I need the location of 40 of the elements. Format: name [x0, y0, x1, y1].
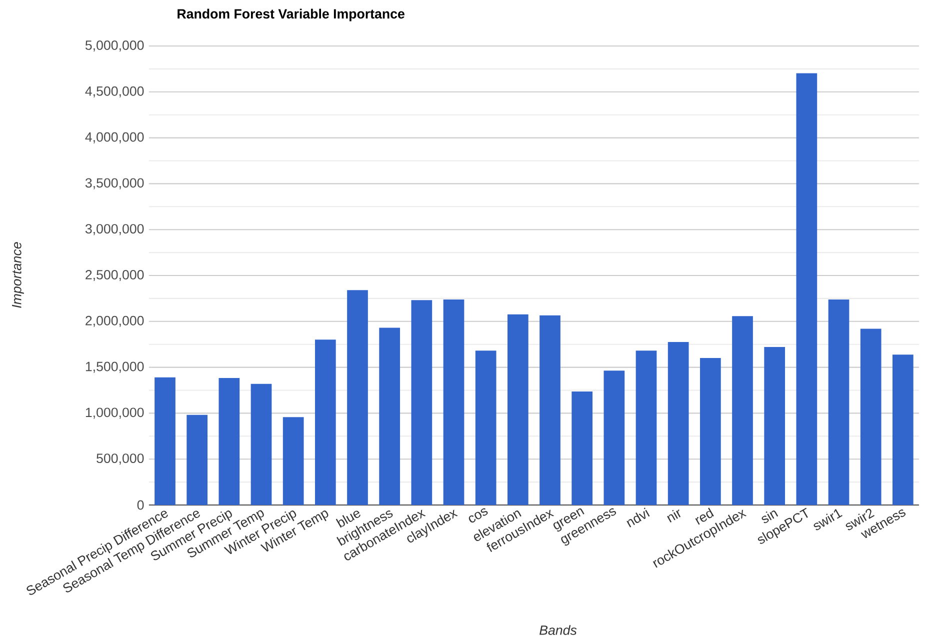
bar [154, 377, 176, 505]
x-axis-title: Bands [540, 625, 577, 635]
chart-title: Random Forest Variable Importance [178, 8, 404, 22]
y-tick-label: 0 [137, 500, 144, 510]
x-tick-label: swir1 [814, 509, 842, 530]
y-tick-label: 3,000,000 [85, 224, 144, 236]
bar [764, 347, 786, 505]
bar [507, 314, 528, 505]
bar [796, 73, 818, 505]
bar [636, 350, 657, 505]
bar [700, 358, 721, 505]
bar [347, 290, 368, 505]
bar [540, 315, 560, 505]
bar [860, 328, 882, 505]
bar [314, 340, 336, 505]
y-tick-label: 2,500,000 [86, 270, 144, 282]
bar [218, 378, 240, 505]
bar [379, 328, 400, 505]
bar [250, 384, 272, 505]
x-tick-label: ndvi [626, 508, 650, 528]
y-tick-label: 2,000,000 [86, 316, 144, 327]
bar [604, 370, 625, 505]
bar [186, 414, 208, 505]
y-tick-label: 1,500,000 [86, 362, 144, 373]
bar [282, 417, 304, 505]
y-tick-label: 1,000,000 [86, 408, 144, 419]
bar [572, 392, 593, 505]
bar [475, 350, 496, 505]
bar [668, 342, 689, 505]
y-tick-label: 500,000 [96, 454, 144, 465]
y-axis-title: Importance [12, 242, 24, 308]
bar [443, 299, 464, 505]
y-tick-label: 4,000,000 [85, 132, 144, 144]
bar [892, 354, 914, 505]
y-tick-label: 5,000,000 [85, 40, 144, 52]
y-tick-label: 3,500,000 [85, 178, 144, 190]
bar [732, 316, 753, 505]
bar [828, 299, 850, 505]
y-tick-label: 4,500,000 [85, 86, 144, 98]
bar [411, 300, 432, 505]
